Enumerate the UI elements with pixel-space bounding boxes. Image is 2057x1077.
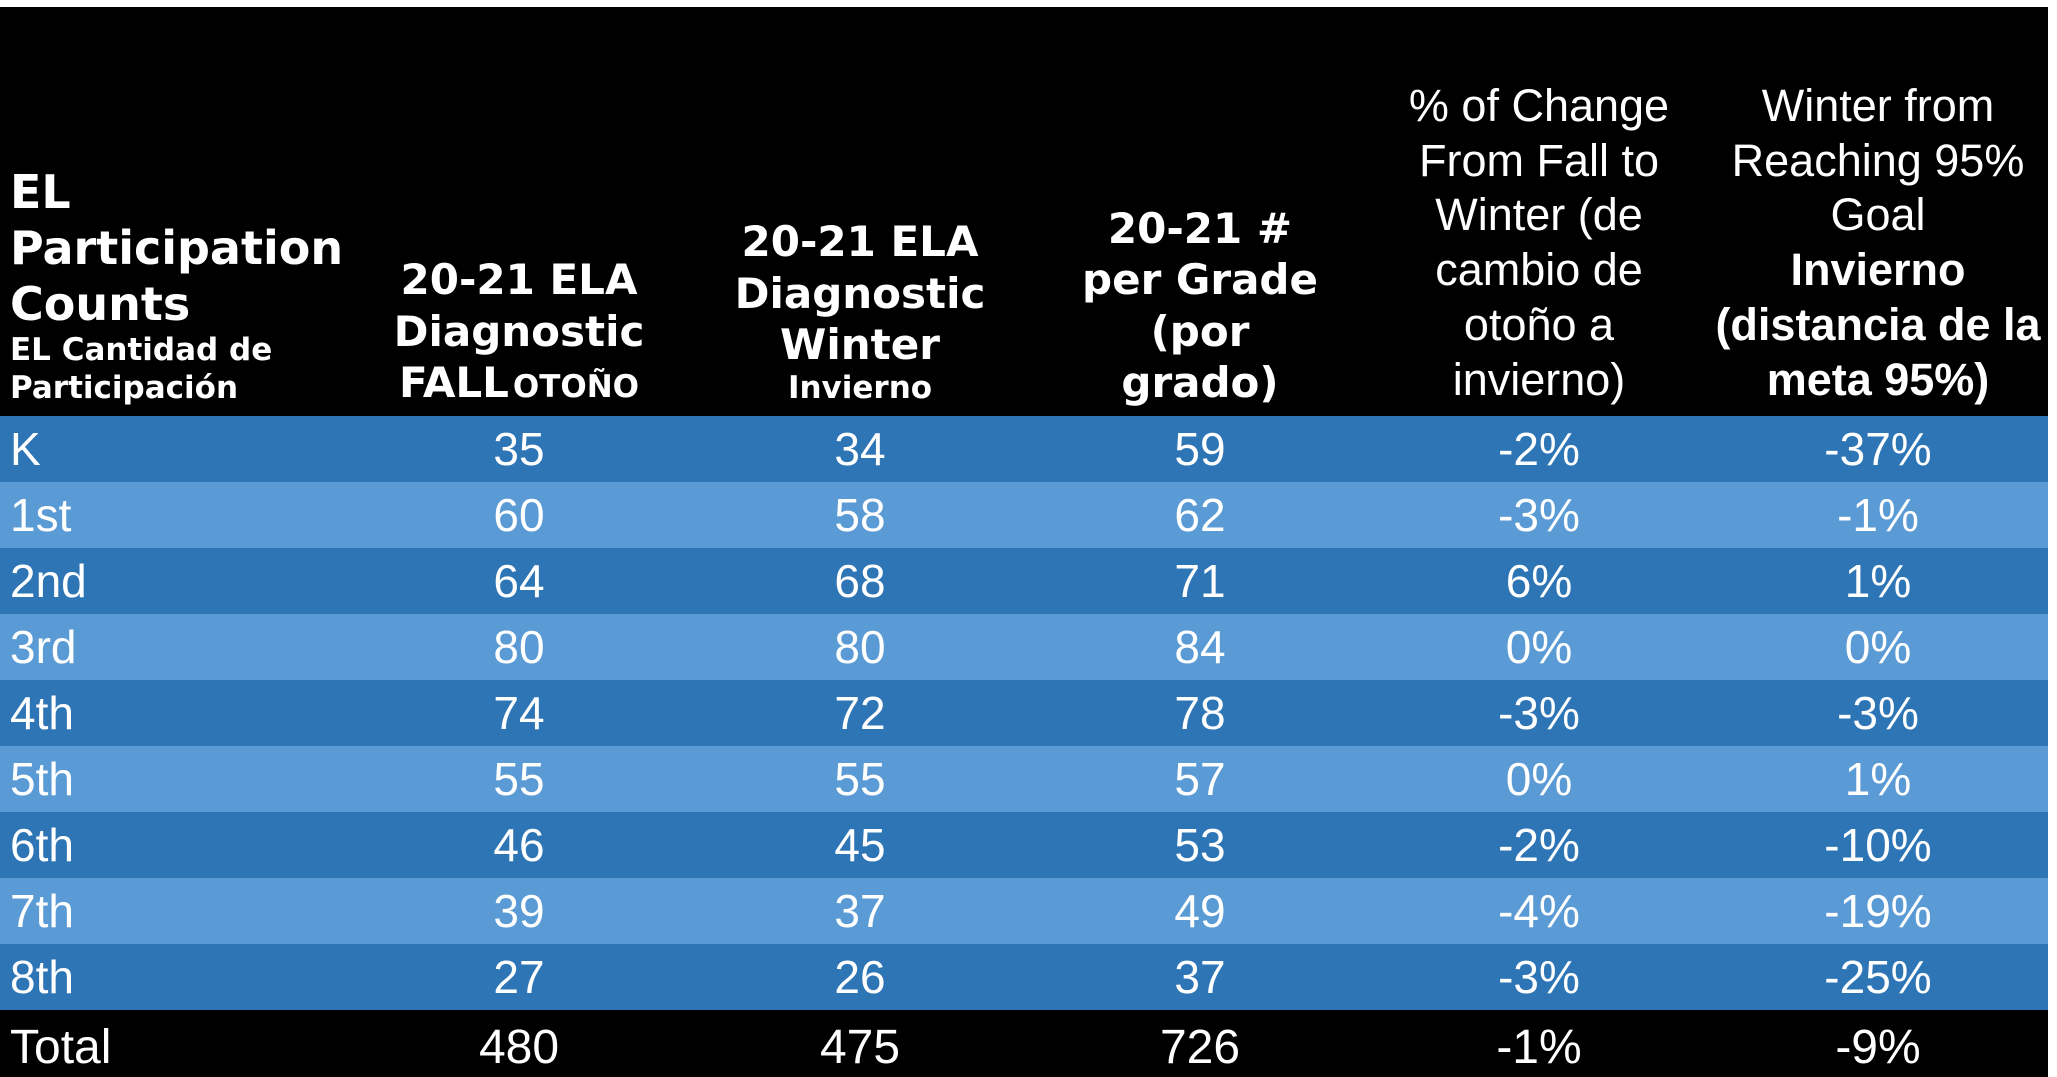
header-text: EL Participation Counts xyxy=(10,165,344,332)
table-cell: 71 xyxy=(1174,555,1226,607)
total-cell: 480 xyxy=(478,1021,560,1074)
table-cell: 6th xyxy=(10,819,74,871)
table-cell: 55 xyxy=(834,753,886,805)
header-subtext: Invierno xyxy=(787,370,933,407)
table-row: 5th 55 55 57 0% 1% xyxy=(0,746,2048,812)
table-cell: 5th xyxy=(10,753,74,805)
table-cell: 53 xyxy=(1174,819,1226,871)
header-cell: Winter from Reaching 95% Goal Invierno (… xyxy=(1708,79,2048,416)
table-cell: 58 xyxy=(834,489,886,541)
total-cell: -1% xyxy=(1496,1021,1582,1074)
table-cell: 34 xyxy=(834,423,886,475)
table-cell: -3% xyxy=(1498,687,1580,739)
table-cell: -3% xyxy=(1498,489,1580,541)
header-cell: 20-21 ELA Diagnostic FALL OTOÑO xyxy=(348,254,690,416)
table-cell: -2% xyxy=(1498,819,1580,871)
table-cell: -1% xyxy=(1837,489,1919,541)
table-row: K 35 34 59 -2% -37% xyxy=(0,416,2048,482)
header-text: 20-21 ELA Diagnostic Winter xyxy=(734,217,986,369)
table-cell: 8th xyxy=(10,951,74,1003)
table-cell: 46 xyxy=(493,819,545,871)
table-cell: 57 xyxy=(1174,753,1226,805)
header-subtext: Invierno (distancia de la meta 95%) xyxy=(1715,244,2041,406)
table-row: 6th 46 45 53 -2% -10% xyxy=(0,812,2048,878)
table-cell: 1% xyxy=(1844,555,1912,607)
table-cell: 84 xyxy=(1174,621,1226,673)
header-text: 20-21 ELA Diagnostic FALL xyxy=(393,255,645,407)
table-cell: -25% xyxy=(1824,951,1932,1003)
table-cell: 72 xyxy=(834,687,886,739)
table-cell: -3% xyxy=(1837,687,1919,739)
header-cell: 20-21 # per Grade (por grado) xyxy=(1030,203,1370,416)
table-cell: K xyxy=(10,423,41,475)
table-cell: 60 xyxy=(493,489,545,541)
table-row: 4th 74 72 78 -3% -3% xyxy=(0,680,2048,746)
table-body: K 35 34 59 -2% -37% 1st 60 58 62 -3% -1% 2nd 64 68 71 6%… xyxy=(0,416,2048,1075)
table-cell: 59 xyxy=(1174,423,1226,475)
table-cell: 3rd xyxy=(10,621,77,673)
total-cell: 475 xyxy=(819,1021,901,1074)
total-cell: Total xyxy=(10,1021,112,1074)
table-row: 2nd 64 68 71 6% 1% xyxy=(0,548,2048,614)
table-cell: 0% xyxy=(1505,621,1573,673)
table-row: 1st 60 58 62 -3% -1% xyxy=(0,482,2048,548)
table-cell: -10% xyxy=(1824,819,1932,871)
table-cell: 68 xyxy=(834,555,886,607)
table-cell: 6% xyxy=(1505,555,1573,607)
table-cell: 64 xyxy=(493,555,545,607)
table-cell: 80 xyxy=(493,621,545,673)
total-cell: -9% xyxy=(1835,1021,1921,1074)
table-cell: 7th xyxy=(10,885,74,937)
header-subtext: OTOÑO xyxy=(512,368,640,405)
table-cell: 55 xyxy=(493,753,545,805)
total-cell: 726 xyxy=(1159,1021,1241,1074)
table-cell: 80 xyxy=(834,621,886,673)
table-cell: -2% xyxy=(1498,423,1580,475)
table-cell: 35 xyxy=(493,423,545,475)
table-cell: 39 xyxy=(493,885,545,937)
header-text: 20-21 # per Grade (por grado) xyxy=(1082,204,1318,407)
header-subtext: EL Cantidad de Participación xyxy=(10,332,273,407)
table-cell: 2nd xyxy=(10,555,87,607)
table-cell: 26 xyxy=(834,951,886,1003)
header-cell: EL Participation Counts EL Cantidad de P… xyxy=(0,164,348,416)
table-cell: 45 xyxy=(834,819,886,871)
table-cell: 27 xyxy=(493,951,545,1003)
header-text: Winter from Reaching 95% Goal xyxy=(1731,79,2025,241)
table-cell: 78 xyxy=(1174,687,1226,739)
table-row: 8th 27 26 37 -3% -25% xyxy=(0,944,2048,1010)
header-row: EL Participation Counts EL Cantidad de P… xyxy=(0,7,2048,416)
table-cell: 74 xyxy=(493,687,545,739)
total-row: Total 480 475 726 -1% -9% xyxy=(0,1010,2048,1075)
table-cell: 49 xyxy=(1174,885,1226,937)
table-cell: -19% xyxy=(1824,885,1932,937)
table-cell: -4% xyxy=(1498,885,1580,937)
table-cell: 37 xyxy=(1174,951,1226,1003)
table-cell: 1% xyxy=(1844,753,1912,805)
table-cell: 1st xyxy=(10,489,72,541)
table-cell: 0% xyxy=(1844,621,1912,673)
table-cell: -37% xyxy=(1824,423,1932,475)
table-row: 7th 39 37 49 -4% -19% xyxy=(0,878,2048,944)
table-cell: 37 xyxy=(834,885,886,937)
header-cell: 20-21 ELA Diagnostic Winter Invierno xyxy=(690,216,1030,416)
header-cell: % of Change From Fall to Winter (de camb… xyxy=(1370,79,1708,416)
table-row: 3rd 80 80 84 0% 0% xyxy=(0,614,2048,680)
table-cell: 0% xyxy=(1505,753,1573,805)
table-cell: 4th xyxy=(10,687,74,739)
table-cell: -3% xyxy=(1498,951,1580,1003)
table: EL Participation Counts EL Cantidad de P… xyxy=(0,7,2048,1077)
header-text: % of Change From Fall to Winter (de camb… xyxy=(1408,79,1670,406)
table-cell: 62 xyxy=(1174,489,1226,541)
